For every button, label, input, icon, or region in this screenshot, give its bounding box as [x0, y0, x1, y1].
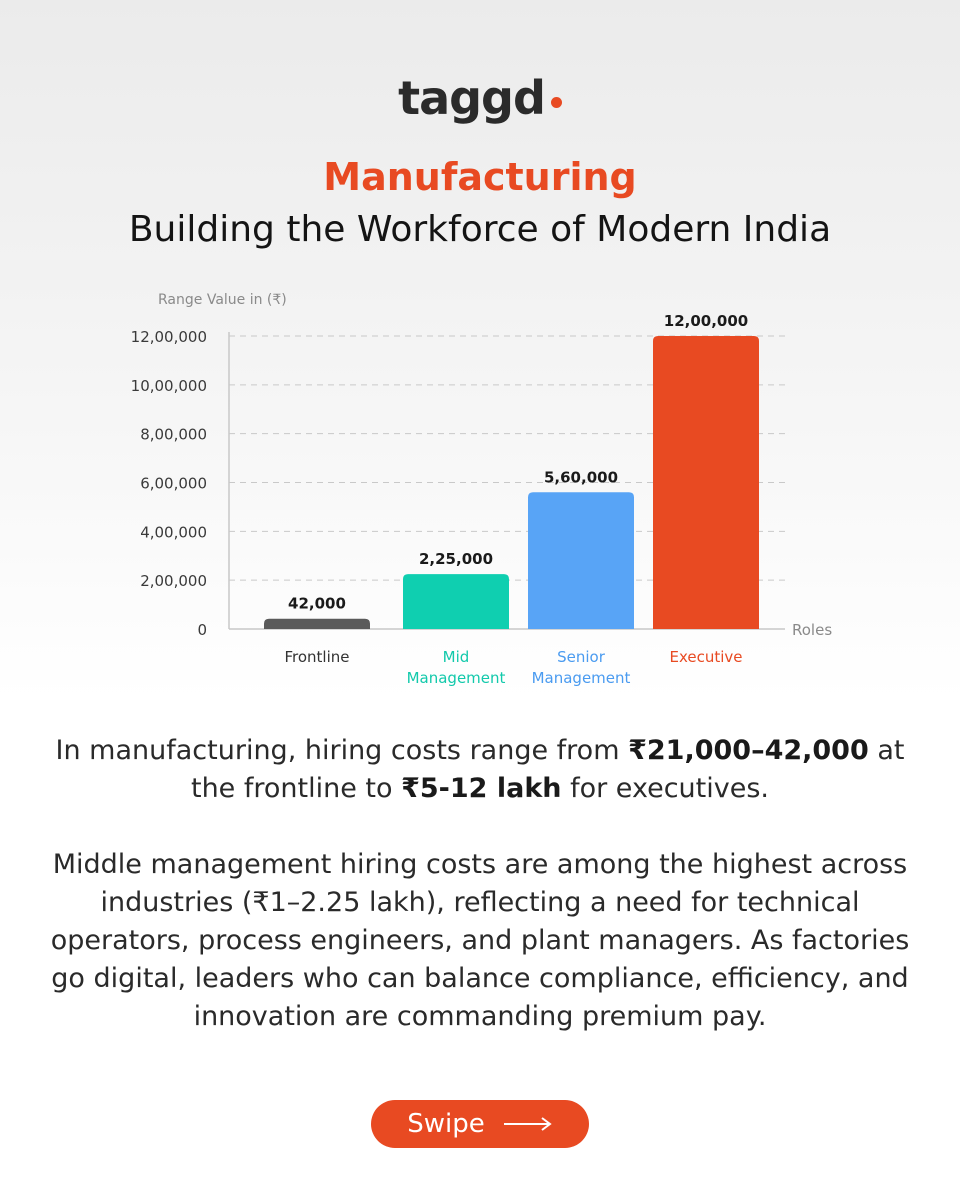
- bar-executive: [653, 336, 759, 629]
- page-title: Manufacturing: [323, 155, 637, 199]
- brand-name: taggd: [398, 71, 546, 125]
- swipe-label: Swipe: [407, 1109, 485, 1139]
- arrow-right-icon: [503, 1117, 552, 1131]
- bar-mid-management: [403, 574, 509, 629]
- bar-frontline: [264, 618, 370, 629]
- summary-text-1: In manufacturing, hiring costs range fro…: [55, 735, 629, 766]
- x-tick-label: Executive: [669, 648, 742, 666]
- executive-cost-range: ₹5-12 lakh: [401, 773, 562, 804]
- y-tick-label: 0: [197, 621, 207, 639]
- bar-chart: 0 2,00,000 4,00,000 6,00,000 8,00,000 10,00,0…: [131, 292, 833, 687]
- bar-value-label: 2,25,000: [419, 550, 493, 568]
- swipe-button[interactable]: Swipe: [371, 1100, 589, 1148]
- y-tick-label: 8,00,000: [140, 426, 207, 444]
- summary-text-3: for executives.: [561, 773, 769, 804]
- detail-paragraph: Middle management hiring costs are among…: [50, 849, 910, 1032]
- y-tick-label: 6,00,000: [140, 475, 207, 493]
- y-tick-label: 12,00,000: [131, 328, 207, 346]
- x-tick-label: Management: [407, 669, 506, 687]
- x-tick-label: Mid: [443, 648, 470, 666]
- bar-senior-management: [528, 492, 634, 629]
- logo-dot: [550, 97, 562, 108]
- y-axis-title: Range Value in (₹): [158, 292, 287, 308]
- bar-value-label: 12,00,000: [664, 312, 748, 330]
- x-tick-label: Senior: [557, 648, 606, 666]
- page-subtitle: Building the Workforce of Modern India: [128, 209, 832, 250]
- summary-text-2: at the frontline to: [190, 735, 905, 804]
- frontline-cost-range: ₹21,000–42,000: [628, 735, 869, 766]
- summary-paragraph: In manufacturing, hiring costs range fro…: [30, 732, 930, 808]
- x-axis-title: Roles: [792, 621, 832, 639]
- x-tick-label: Management: [532, 669, 631, 687]
- y-tick-label: 4,00,000: [140, 523, 207, 541]
- bar-value-label: 5,60,000: [544, 468, 618, 486]
- y-tick-label: 2,00,000: [140, 572, 207, 590]
- brand-logo: taggd: [0, 70, 960, 126]
- y-tick-label: 10,00,000: [131, 377, 207, 395]
- bar-value-label: 42,000: [288, 595, 346, 613]
- x-tick-label: Frontline: [284, 648, 349, 666]
